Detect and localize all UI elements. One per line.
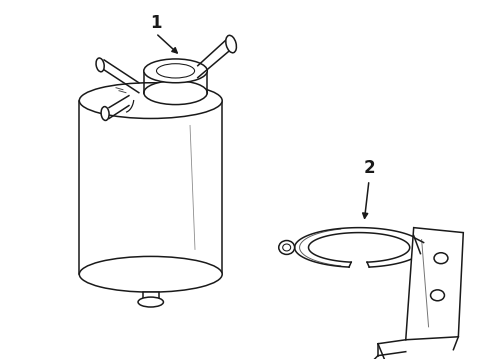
Ellipse shape [96, 58, 104, 72]
Bar [143, 292, 159, 302]
Ellipse shape [144, 81, 207, 105]
Ellipse shape [434, 253, 448, 264]
Ellipse shape [144, 59, 207, 83]
Ellipse shape [79, 83, 222, 118]
Polygon shape [406, 228, 464, 340]
Ellipse shape [283, 244, 291, 251]
Ellipse shape [226, 35, 237, 53]
Ellipse shape [156, 64, 195, 78]
Text: 1: 1 [150, 14, 161, 32]
Ellipse shape [79, 256, 222, 292]
Ellipse shape [101, 107, 109, 121]
Text: 2: 2 [363, 159, 375, 177]
Ellipse shape [431, 290, 444, 301]
Ellipse shape [279, 240, 294, 255]
Ellipse shape [138, 297, 164, 307]
